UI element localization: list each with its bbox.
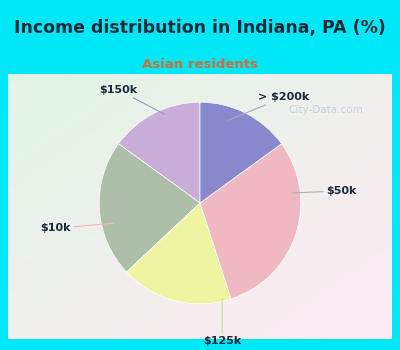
Wedge shape — [99, 144, 200, 272]
Text: $125k: $125k — [203, 299, 241, 346]
Wedge shape — [118, 102, 200, 203]
Text: $10k: $10k — [40, 223, 114, 233]
Text: Income distribution in Indiana, PA (%): Income distribution in Indiana, PA (%) — [14, 19, 386, 37]
Text: City-Data.com: City-Data.com — [288, 105, 363, 116]
Text: > $200k: > $200k — [228, 92, 310, 120]
Text: $50k: $50k — [293, 186, 356, 196]
Wedge shape — [200, 144, 301, 299]
Wedge shape — [200, 102, 282, 203]
Wedge shape — [126, 203, 231, 304]
Text: Asian residents: Asian residents — [142, 58, 258, 71]
Text: $150k: $150k — [99, 85, 165, 114]
